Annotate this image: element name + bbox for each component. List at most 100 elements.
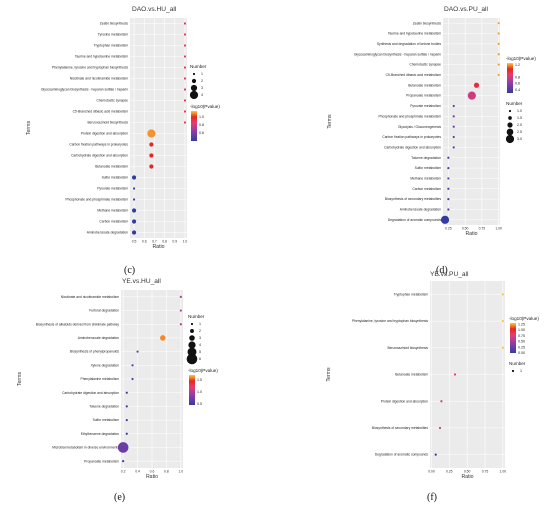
- data-point: [125, 432, 128, 435]
- data-point: [132, 198, 136, 201]
- term-label: Glycosaminoglycan biosynthesis - heparan…: [354, 52, 441, 56]
- chart-title: YE.vs.HU_all: [122, 278, 161, 285]
- color-legend-label: 1.25: [518, 322, 525, 326]
- data-point: [452, 146, 455, 149]
- color-legend-label: 0.8: [515, 75, 520, 79]
- x-axis-label: Ratio: [465, 231, 477, 237]
- plot-background: [130, 18, 187, 238]
- term-label: Carbohydrate digestion and absorption: [62, 391, 119, 395]
- size-legend-title: Number: [509, 361, 526, 366]
- size-legend-dot: [188, 341, 196, 349]
- size-legend-label: 5: [199, 350, 201, 354]
- data-point: [183, 55, 187, 58]
- data-point: [452, 125, 455, 128]
- data-point: [122, 460, 125, 463]
- size-legend-title: Number: [188, 314, 205, 319]
- x-tick-label: 0.5: [132, 240, 137, 244]
- term-label: Zeatin biosynthesis: [413, 21, 442, 25]
- size-legend-title: Number: [506, 101, 523, 106]
- color-legend-label: 0.6: [515, 82, 520, 86]
- data-point: [497, 63, 500, 66]
- size-legend-dot: [190, 329, 194, 333]
- plot-background: [443, 18, 500, 225]
- data-point: [501, 319, 504, 323]
- term-label: Toluene degradation: [411, 156, 441, 160]
- term-label: Carbon metabolism: [99, 220, 128, 224]
- size-legend-label: 3: [199, 336, 201, 340]
- data-point: [497, 73, 500, 77]
- color-legend-title: -log10(Pvalue): [509, 316, 539, 321]
- term-label: Methane metabolism: [410, 177, 441, 181]
- chart-panel-2: YE.vs.HU_all Nicotinate and nicotinamide …: [17, 278, 218, 503]
- size-legend-dot: [186, 353, 198, 365]
- term-label: Ethylbenzene degradation: [81, 432, 119, 436]
- x-tick-label: 0.50: [462, 227, 469, 231]
- term-label: Tryptophan metabolism: [94, 44, 129, 48]
- term-label: Carbohydrate digestion and absorption: [71, 154, 128, 158]
- data-point: [117, 442, 129, 453]
- size-legend-dot: [507, 122, 513, 128]
- color-legend-label: 1.0: [197, 390, 202, 394]
- data-point: [131, 208, 137, 213]
- size-legend-label: 4: [201, 93, 203, 97]
- data-point: [183, 88, 187, 91]
- data-point: [179, 323, 182, 326]
- term-label: Butanoate metabolism: [95, 165, 128, 169]
- data-point: [183, 44, 187, 47]
- size-legend-label: 1: [520, 369, 522, 373]
- term-label: Nicotinate and nicotinamide metabolism: [70, 77, 129, 81]
- color-legend-label: 0.50: [518, 340, 525, 344]
- term-label: Taurine and hypotaurine metabolism: [388, 32, 441, 36]
- data-point: [125, 405, 128, 408]
- color-legend-label: 0.5: [197, 402, 202, 406]
- chart-panel-1: DAO.vs.PU_all Zeatin biosynthesis Taurine …: [327, 6, 536, 276]
- term-label: Butanoate metabolism: [395, 373, 428, 377]
- data-point: [438, 426, 442, 430]
- term-label: Phenylalanine, tyrosine and tryptophan b…: [352, 319, 428, 323]
- term-label: Protein digestion and absorption: [81, 132, 128, 136]
- term-label: C5-Branched dibasic acid metabolism: [73, 110, 129, 114]
- size-legend-dot: [190, 322, 194, 326]
- x-tick-label: 0.75: [479, 227, 486, 231]
- data-point: [447, 198, 450, 201]
- data-point: [467, 91, 476, 100]
- data-point: [183, 33, 187, 36]
- data-point: [183, 77, 187, 80]
- size-legend-label: 3.0: [517, 137, 522, 141]
- x-tick-label: 0.75: [482, 470, 489, 474]
- color-legend-bar: [189, 375, 195, 405]
- size-legend-dot: [511, 369, 515, 373]
- y-axis-label: Terms: [326, 367, 332, 382]
- term-label: Xylene degradation: [91, 363, 120, 367]
- x-tick-label: 0.9: [172, 240, 177, 244]
- term-label: Phosphonate and phosphinate metabolism: [378, 114, 441, 118]
- color-legend-label: 0.75: [518, 334, 525, 338]
- term-label: Protein digestion and absorption: [381, 399, 428, 403]
- data-point: [125, 418, 128, 422]
- data-point: [149, 164, 154, 169]
- x-tick-label: 0.00: [428, 470, 435, 474]
- data-point: [452, 115, 455, 118]
- data-point: [147, 129, 156, 138]
- term-label: Zeatin biosynthesis: [100, 22, 129, 26]
- data-point: [183, 66, 187, 69]
- chart-title: DAO.vs.HU_all: [132, 6, 177, 13]
- data-point: [183, 99, 187, 102]
- size-legend-label: 1: [199, 322, 201, 326]
- term-label: Furfural degradation: [89, 309, 119, 313]
- x-tick-label: 0.25: [446, 470, 453, 474]
- color-legend-label: 0.6: [199, 131, 204, 135]
- term-label: Toluene degradation: [89, 404, 119, 408]
- data-point: [452, 135, 455, 139]
- color-legend-label: 0.25: [518, 345, 525, 349]
- term-label: Carbon fixation pathways in prokaryotes: [69, 143, 128, 147]
- x-tick-label: 0.50: [464, 470, 471, 474]
- color-legend-label: 1.0: [199, 115, 204, 119]
- x-axis-label: Ratio: [152, 244, 164, 250]
- chart-panel-3: YE.vs.PU_all Tryptophan metabolism Phenyla…: [326, 271, 539, 503]
- x-tick-label: 0.8: [164, 470, 169, 474]
- data-point: [497, 22, 500, 25]
- data-point: [131, 230, 137, 235]
- data-point: [497, 53, 500, 56]
- data-point: [497, 32, 500, 35]
